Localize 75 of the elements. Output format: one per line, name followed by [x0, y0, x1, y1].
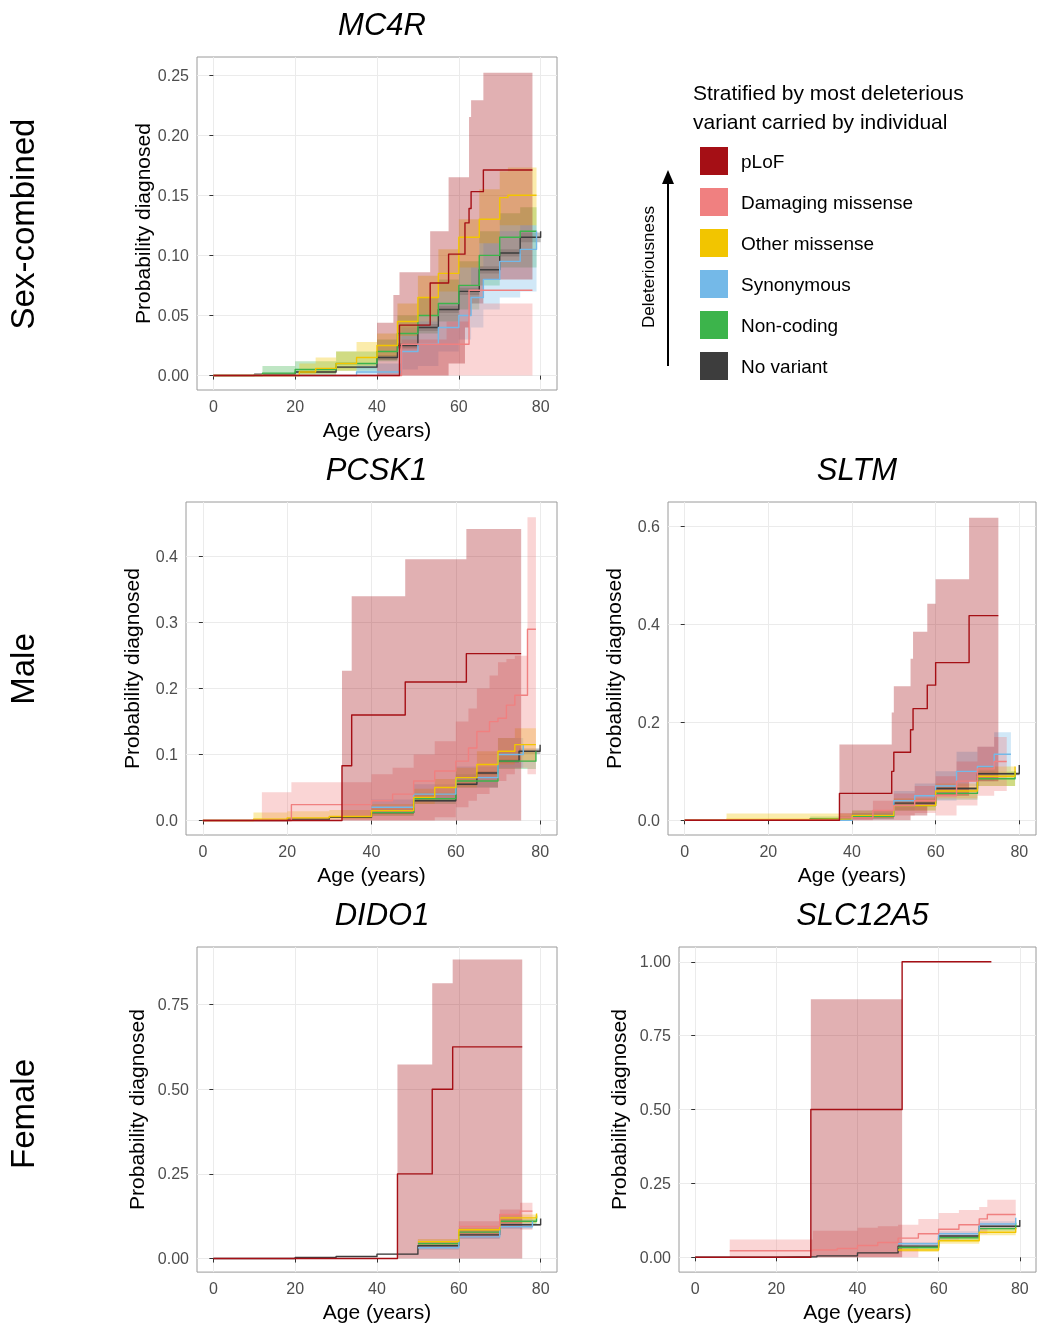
y-tick-label: 0.20	[157, 126, 190, 144]
x-tick-label: 80	[1010, 1279, 1029, 1297]
x-tick-label: 0	[690, 1279, 700, 1297]
y-tick-label: 0.50	[639, 1101, 672, 1119]
legend-label: pLoF	[741, 150, 785, 172]
y-tick-label: 0.0	[155, 811, 179, 829]
x-tick-label: 60	[449, 397, 468, 415]
x-tick-label: 20	[286, 1279, 305, 1297]
y-tick-label: 0.10	[157, 246, 190, 264]
x-tick-label: 0	[208, 397, 218, 415]
x-axis-title: Age (years)	[322, 417, 432, 441]
y-tick-label: 0.00	[639, 1248, 672, 1266]
x-tick-label: 60	[446, 842, 465, 860]
x-tick-label: 0	[208, 1279, 218, 1297]
y-tick-label: 0.25	[157, 1165, 190, 1183]
y-tick-label: 0.25	[639, 1174, 672, 1192]
x-tick-label: 0	[680, 842, 690, 860]
y-tick-label: 0.4	[155, 548, 179, 566]
y-tick-label: 0.3	[155, 614, 179, 632]
x-tick-label: 20	[286, 397, 305, 415]
chart-title: PCSK1	[325, 452, 428, 487]
chart-title: SLC12A5	[796, 897, 930, 932]
x-tick-label: 20	[759, 842, 778, 860]
text: Female	[4, 1058, 41, 1169]
x-tick-label: 40	[362, 842, 381, 860]
x-axis-title: Age (years)	[797, 862, 907, 886]
y-tick-label: 0.0	[637, 811, 661, 829]
y-tick-label: 0.2	[637, 713, 661, 731]
chart-title: MC4R	[338, 7, 426, 42]
x-tick-label: 60	[449, 1279, 468, 1297]
y-tick-label: 0.1	[155, 746, 179, 764]
y-tick-label: 0.4	[637, 615, 661, 633]
x-tick-label: 40	[368, 1279, 386, 1297]
y-tick-label: 0.00	[157, 1250, 190, 1268]
y-tick-label: 0.75	[157, 996, 190, 1014]
x-axis-title: Age (years)	[803, 1300, 912, 1323]
x-tick-label: 20	[278, 842, 297, 860]
y-tick-label: 0.00	[157, 367, 190, 385]
text: Deleteriousness	[639, 206, 658, 328]
y-axis-title: Probability diagnosed	[131, 123, 154, 324]
x-tick-label: 60	[929, 1279, 948, 1297]
x-tick-label: 80	[531, 842, 550, 860]
x-tick-label: 20	[767, 1279, 786, 1297]
x-tick-label: 40	[848, 1279, 867, 1297]
y-axis-title: Probability diagnosed	[602, 568, 625, 769]
legend-label: Synonymous	[741, 273, 851, 295]
x-tick-label: 40	[368, 397, 386, 415]
y-tick-label: 0.2	[155, 680, 179, 698]
y-tick-label: 0.75	[639, 1027, 672, 1045]
y-tick-label: 0.50	[157, 1080, 190, 1098]
y-tick-label: 0.6	[637, 517, 661, 535]
text: Male	[4, 632, 41, 705]
x-tick-label: 80	[531, 397, 550, 415]
y-tick-label: 1.00	[639, 953, 672, 971]
text: Sex-combined	[4, 118, 41, 329]
y-tick-label: 0.15	[157, 186, 190, 204]
y-tick-label: 0.05	[157, 306, 190, 324]
chart-title: SLTM	[816, 452, 898, 487]
y-axis-title: Probability diagnosed	[606, 1009, 630, 1210]
x-tick-label: 0	[198, 842, 208, 860]
legend-label: Other missense	[741, 232, 875, 254]
x-axis-title: Age (years)	[322, 1300, 432, 1323]
legend-title: Stratified by most deleterious variant carried by individual	[693, 81, 970, 133]
chart-title: DIDO1	[334, 897, 430, 932]
x-tick-label: 80	[531, 1279, 550, 1297]
x-tick-label: 60	[926, 842, 945, 860]
legend-label: Non-coding	[741, 314, 839, 336]
x-tick-label: 80	[1010, 842, 1029, 860]
y-axis-title: Probability diagnosed	[124, 1009, 148, 1210]
legend-label: No variant	[741, 355, 829, 377]
x-axis-title: Age (years)	[317, 862, 426, 886]
y-axis-title: Probability diagnosed	[120, 568, 143, 769]
x-tick-label: 40	[843, 842, 861, 860]
y-tick-label: 0.25	[157, 66, 190, 84]
legend-label: Damaging missense	[741, 191, 914, 213]
